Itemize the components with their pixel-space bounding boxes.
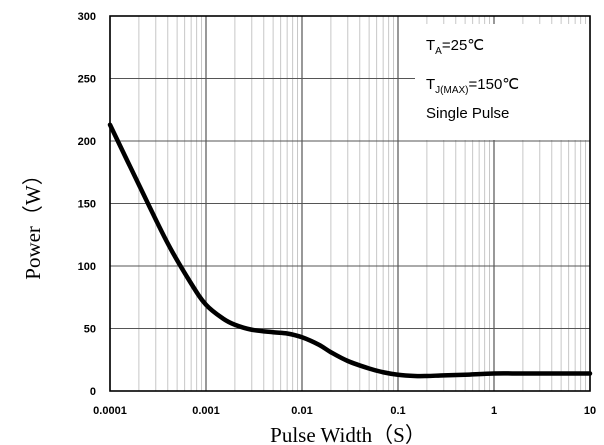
x-tick-labels: 0.0001 0.001 0.01 0.1 1 10: [93, 405, 596, 417]
y-tick-label: 250: [78, 74, 96, 86]
y-tick-label: 100: [78, 261, 96, 273]
y-tick-label: 300: [78, 11, 96, 23]
x-tick-label: 0.1: [390, 405, 405, 417]
y-tick-label: 50: [84, 324, 96, 336]
annotation-line-2: Single Pulse: [426, 105, 509, 122]
y-tick-label: 0: [90, 386, 96, 398]
y-tick-label: 200: [78, 136, 96, 148]
x-tick-label: 0.0001: [93, 405, 127, 417]
y-tick-labels: 0 50 100 150 200 250 300: [78, 11, 96, 398]
series-line-0: [110, 125, 590, 376]
x-tick-label: 0.001: [192, 405, 220, 417]
y-axis-title: Power（W）: [21, 164, 45, 279]
y-tick-label: 150: [78, 199, 96, 211]
x-tick-label: 1: [491, 405, 497, 417]
x-tick-label: 0.01: [291, 405, 312, 417]
x-axis-title: Pulse Width（S）: [270, 423, 426, 445]
x-tick-label: 10: [584, 405, 596, 417]
series-layer: [110, 125, 590, 376]
